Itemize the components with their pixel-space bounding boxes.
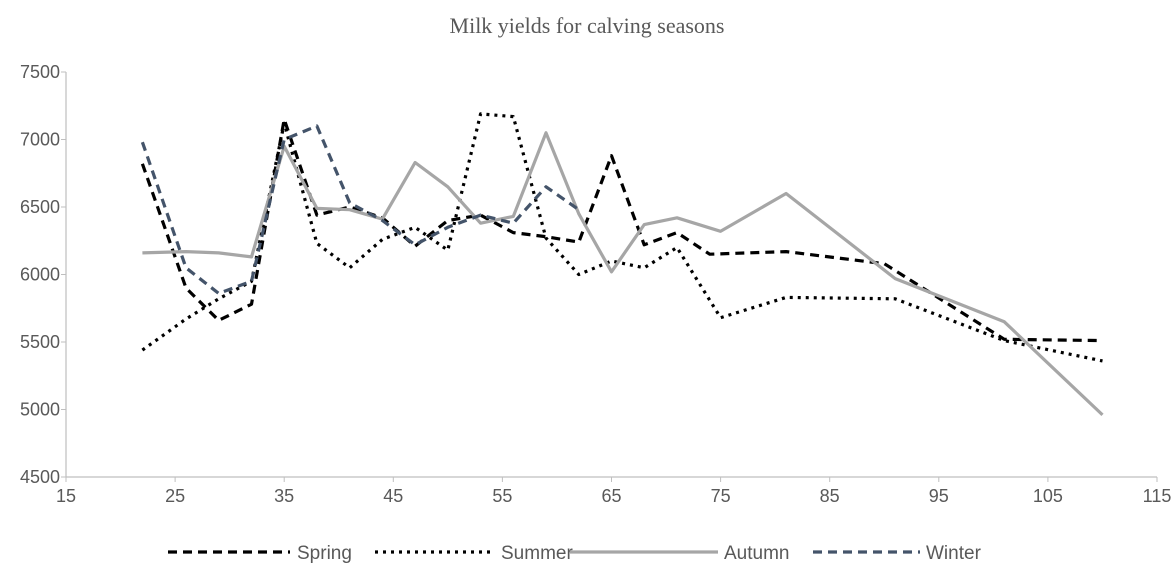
series-line-autumn bbox=[142, 131, 1104, 417]
y-tick-label: 6500 bbox=[20, 197, 60, 217]
x-tick-label: 85 bbox=[820, 486, 840, 506]
chart-title: Milk yields for calving seasons bbox=[450, 13, 725, 38]
series-layer bbox=[140, 112, 1104, 417]
series-line-winter bbox=[140, 124, 580, 295]
x-tick-label: 105 bbox=[1033, 486, 1063, 506]
x-tick-label: 75 bbox=[711, 486, 731, 506]
legend-label: Spring bbox=[297, 543, 352, 564]
legend-label: Autumn bbox=[724, 543, 789, 564]
x-tick-label: 115 bbox=[1143, 486, 1172, 506]
x-tick-label: 45 bbox=[383, 486, 403, 506]
series-line-spring bbox=[140, 117, 1103, 343]
x-tick-label: 35 bbox=[274, 486, 294, 506]
legend-item-summer: Summer bbox=[375, 543, 573, 564]
x-tick-label: 95 bbox=[929, 486, 949, 506]
legend-label: Summer bbox=[501, 543, 573, 564]
legend-item-spring: Spring bbox=[168, 543, 352, 564]
x-tick-label: 25 bbox=[165, 486, 185, 506]
y-tick-label: 5500 bbox=[20, 332, 60, 352]
x-tick-label: 65 bbox=[601, 486, 621, 506]
y-tick-label: 7000 bbox=[20, 130, 60, 150]
legend-label: Winter bbox=[926, 543, 982, 564]
x-tick-label: 55 bbox=[492, 486, 512, 506]
y-tick-label: 5000 bbox=[20, 400, 60, 420]
y-tick-label: 7500 bbox=[20, 62, 60, 82]
legend: Spring Summer Autumn Winter bbox=[168, 543, 982, 564]
y-tick-label: 6000 bbox=[20, 265, 60, 285]
x-tick-label: 15 bbox=[56, 486, 76, 506]
legend-item-autumn: Autumn bbox=[570, 543, 789, 564]
legend-item-winter: Winter bbox=[813, 543, 982, 564]
axes: 4500 5000 5500 6000 6500 7000 7500 15 25 35 45 55 65… bbox=[20, 62, 1171, 506]
y-tick-label: 4500 bbox=[20, 467, 60, 487]
